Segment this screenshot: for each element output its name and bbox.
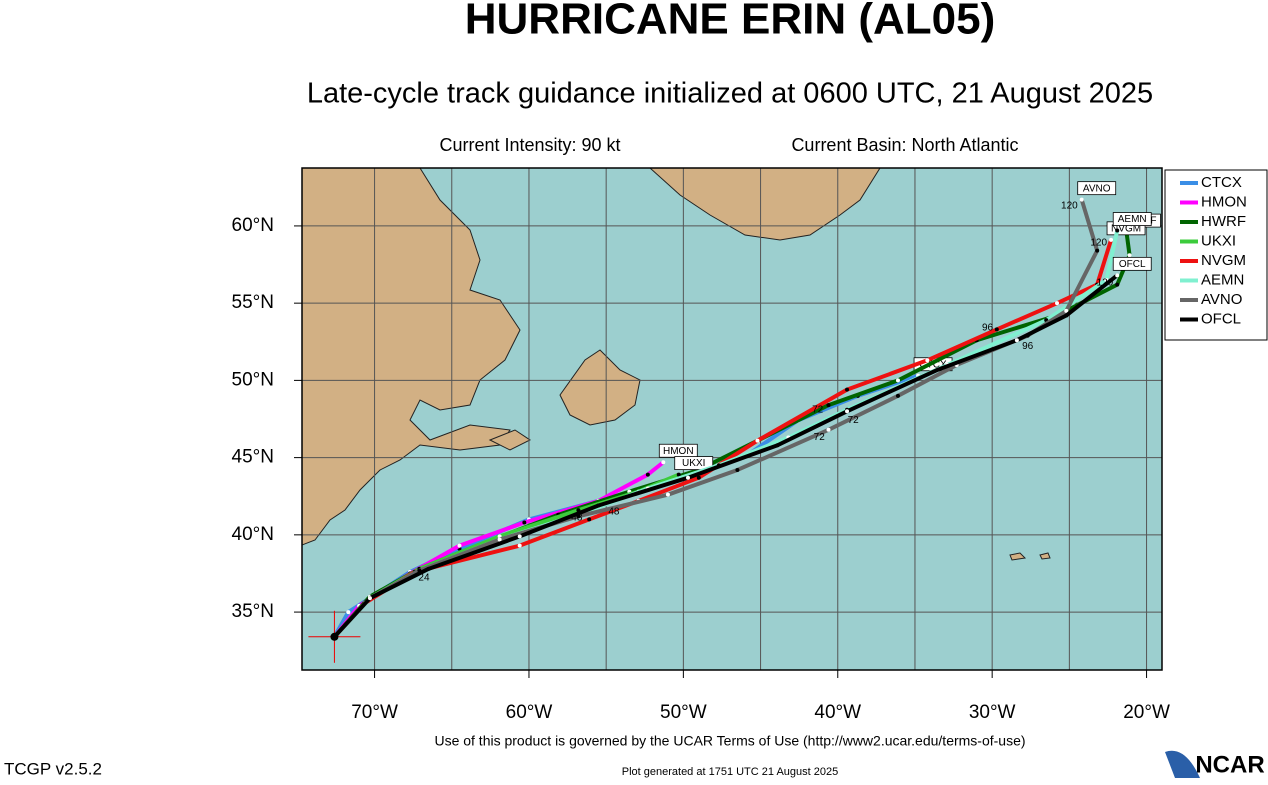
- track-label: AEMN: [1118, 214, 1147, 225]
- legend-label: NVGM: [1201, 252, 1246, 269]
- track-point: [826, 403, 831, 408]
- track-point: [845, 387, 850, 392]
- track-label-box: [1077, 181, 1117, 196]
- legend-label: UKXI: [1201, 232, 1236, 249]
- grid: [294, 168, 1162, 678]
- track-point: [457, 543, 462, 548]
- chart-title: HURRICANE ERIN (AL05): [465, 0, 995, 44]
- x-tick-label: 50°W: [660, 702, 707, 723]
- track-point: [661, 460, 666, 465]
- track-point: [936, 367, 941, 372]
- track-point: [587, 517, 592, 522]
- track-point: [994, 327, 999, 332]
- track-label-box: [674, 456, 714, 471]
- legend-label: CTCX: [1201, 174, 1242, 191]
- storm-center: [330, 632, 339, 641]
- hour-label: 96: [1022, 341, 1034, 352]
- track-point: [1014, 338, 1019, 343]
- track-point: [775, 443, 780, 448]
- x-tick-label: 60°W: [506, 702, 553, 723]
- y-tick-label: 60°N: [232, 215, 274, 236]
- track-point: [1064, 313, 1069, 318]
- hour-label: 72: [848, 415, 860, 426]
- track-point: [517, 534, 522, 539]
- track-label: NVGM: [1111, 223, 1141, 234]
- y-tick-label: 40°N: [232, 524, 274, 545]
- hour-label: 48: [571, 512, 583, 523]
- track-point: [367, 596, 372, 601]
- y-tick-label: 35°N: [232, 601, 274, 622]
- plot-frame: [301, 167, 1163, 671]
- hour-label: 120: [1061, 200, 1078, 211]
- legend-label: AEMN: [1201, 271, 1244, 288]
- footer: Use of this product is governed by the U…: [434, 733, 1025, 749]
- track-point: [1115, 282, 1120, 287]
- track-point: [346, 610, 351, 615]
- y-tick-label: 50°N: [232, 369, 274, 390]
- track-point: [925, 358, 930, 363]
- track-point: [1055, 301, 1060, 306]
- track-line: [332, 199, 1100, 639]
- track-line: [332, 273, 1119, 639]
- legend-label: AVNO: [1201, 291, 1242, 308]
- hour-label: 120: [1090, 238, 1107, 249]
- x-tick-label: 70°W: [351, 702, 398, 723]
- y-tick-label: 45°N: [232, 447, 274, 468]
- track-point: [845, 409, 850, 414]
- tracks: CTCXHMONHWRFUKXINVGMAEMNAVNOOFCL24484872…: [308, 181, 1161, 663]
- track-point: [1127, 253, 1132, 258]
- generated: Plot generated at 1751 UTC 21 August 202…: [622, 766, 839, 778]
- track-point: [596, 503, 601, 508]
- track-point: [1109, 237, 1114, 242]
- hour-label: 96: [982, 323, 994, 334]
- track-point: [755, 438, 760, 443]
- track-point: [1115, 228, 1120, 233]
- legend-label: OFCL: [1201, 310, 1241, 327]
- track-point: [895, 378, 900, 383]
- track-label: AVNO: [1083, 183, 1111, 194]
- track-point: [426, 566, 431, 571]
- track-label: UKXI: [682, 458, 705, 469]
- hour-label: 120: [1097, 278, 1114, 289]
- track-point: [676, 472, 681, 477]
- logo-mark: [1165, 750, 1200, 778]
- y-tick-label: 55°N: [232, 292, 274, 313]
- track-label-box: [1112, 256, 1152, 271]
- intensity: Current Intensity: 90 kt: [439, 135, 620, 155]
- legend-label: HWRF: [1201, 213, 1246, 230]
- track-point: [522, 520, 527, 525]
- track-label-box: [1112, 212, 1152, 226]
- version: TCGP v2.5.2: [4, 759, 102, 778]
- basin: Current Basin: North Atlantic: [791, 135, 1018, 155]
- track-point: [895, 393, 900, 398]
- hour-label: 72: [814, 432, 826, 443]
- track-point: [735, 467, 740, 472]
- land: [302, 168, 1051, 561]
- track-point: [1079, 197, 1084, 202]
- track-point: [645, 472, 650, 477]
- logo: NCAR: [1195, 751, 1264, 778]
- legend-label: HMON: [1201, 193, 1247, 210]
- track-point: [1115, 273, 1120, 278]
- x-tick-label: 30°W: [969, 702, 1016, 723]
- x-tick-label: 20°W: [1123, 702, 1170, 723]
- hour-label: 24: [418, 573, 430, 584]
- track-label: HMON: [663, 446, 694, 457]
- track-point: [1095, 248, 1100, 253]
- x-tick-label: 40°W: [814, 702, 861, 723]
- track-point: [826, 427, 831, 432]
- chart-subtitle: Late-cycle track guidance initialized at…: [307, 78, 1153, 110]
- track-point: [665, 492, 670, 497]
- track-label: CTCX: [919, 359, 947, 370]
- track-point: [1064, 308, 1069, 313]
- legend-box: [1164, 169, 1268, 341]
- track-point: [696, 475, 701, 480]
- hour-label: 72: [812, 404, 824, 415]
- track-label: OFCL: [1119, 259, 1146, 270]
- hour-label: 48: [608, 506, 620, 517]
- track-point: [517, 543, 522, 548]
- track-point: [685, 475, 690, 480]
- track-point: [497, 537, 502, 542]
